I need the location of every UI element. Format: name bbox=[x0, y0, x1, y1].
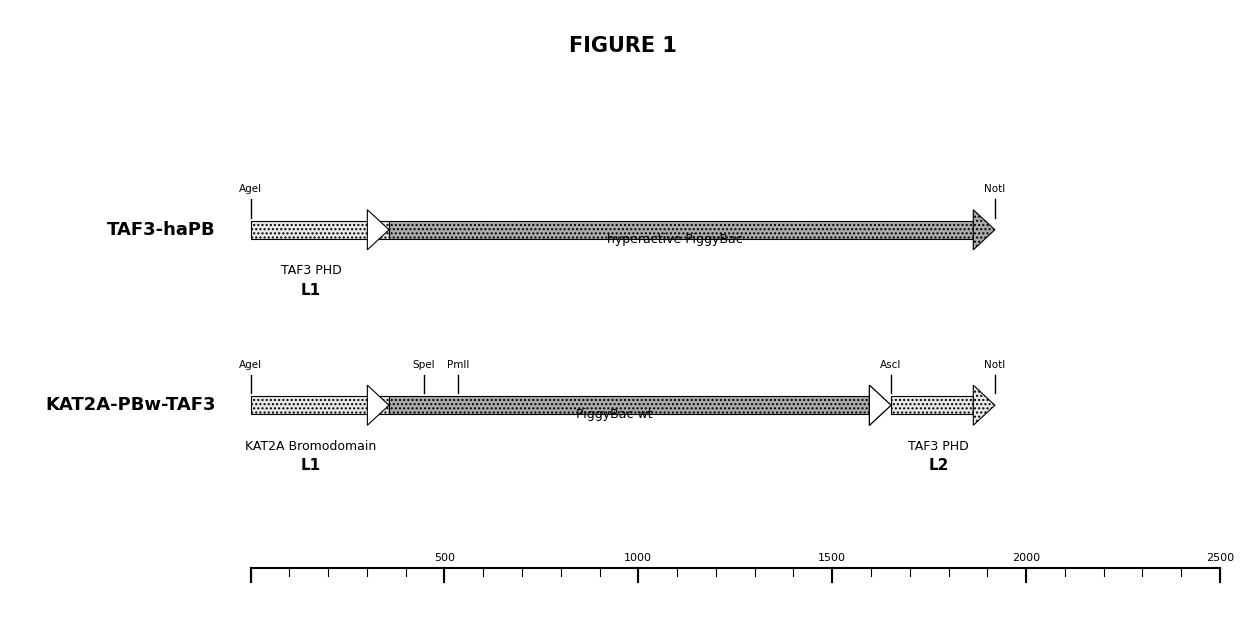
Text: AgeI: AgeI bbox=[239, 359, 262, 370]
Text: AscI: AscI bbox=[880, 359, 901, 370]
Polygon shape bbox=[869, 385, 892, 425]
Text: AgeI: AgeI bbox=[239, 184, 262, 194]
Polygon shape bbox=[973, 385, 994, 425]
Text: 2000: 2000 bbox=[1012, 553, 1040, 563]
Text: L1: L1 bbox=[301, 283, 321, 298]
Text: SpeI: SpeI bbox=[413, 359, 435, 370]
Text: 500: 500 bbox=[434, 553, 455, 563]
Text: 1000: 1000 bbox=[624, 553, 652, 563]
Polygon shape bbox=[367, 210, 389, 250]
Polygon shape bbox=[367, 385, 389, 425]
Polygon shape bbox=[973, 210, 994, 250]
Text: FIGURE 1: FIGURE 1 bbox=[569, 36, 677, 55]
Text: PiggyBac wt: PiggyBac wt bbox=[575, 408, 652, 422]
Text: NotI: NotI bbox=[985, 184, 1006, 194]
Polygon shape bbox=[869, 385, 892, 425]
Bar bbox=[389, 396, 869, 414]
Text: hyperactive PiggyBac: hyperactive PiggyBac bbox=[606, 233, 743, 246]
Text: KAT2A-PBw-TAF3: KAT2A-PBw-TAF3 bbox=[46, 396, 216, 414]
Text: KAT2A Bromodomain: KAT2A Bromodomain bbox=[246, 439, 377, 453]
Text: TAF3 PHD: TAF3 PHD bbox=[908, 439, 968, 453]
Text: TAF3-haPB: TAF3-haPB bbox=[107, 221, 216, 239]
Text: NotI: NotI bbox=[985, 359, 1006, 370]
Text: PmlI: PmlI bbox=[448, 359, 470, 370]
Bar bbox=[389, 221, 973, 239]
Bar bbox=[250, 221, 389, 239]
Bar bbox=[892, 396, 973, 414]
Text: L1: L1 bbox=[301, 458, 321, 474]
Text: 1500: 1500 bbox=[818, 553, 846, 563]
Text: 2500: 2500 bbox=[1207, 553, 1234, 563]
Text: L2: L2 bbox=[929, 458, 949, 474]
Bar bbox=[250, 396, 389, 414]
Text: TAF3 PHD: TAF3 PHD bbox=[280, 264, 341, 277]
